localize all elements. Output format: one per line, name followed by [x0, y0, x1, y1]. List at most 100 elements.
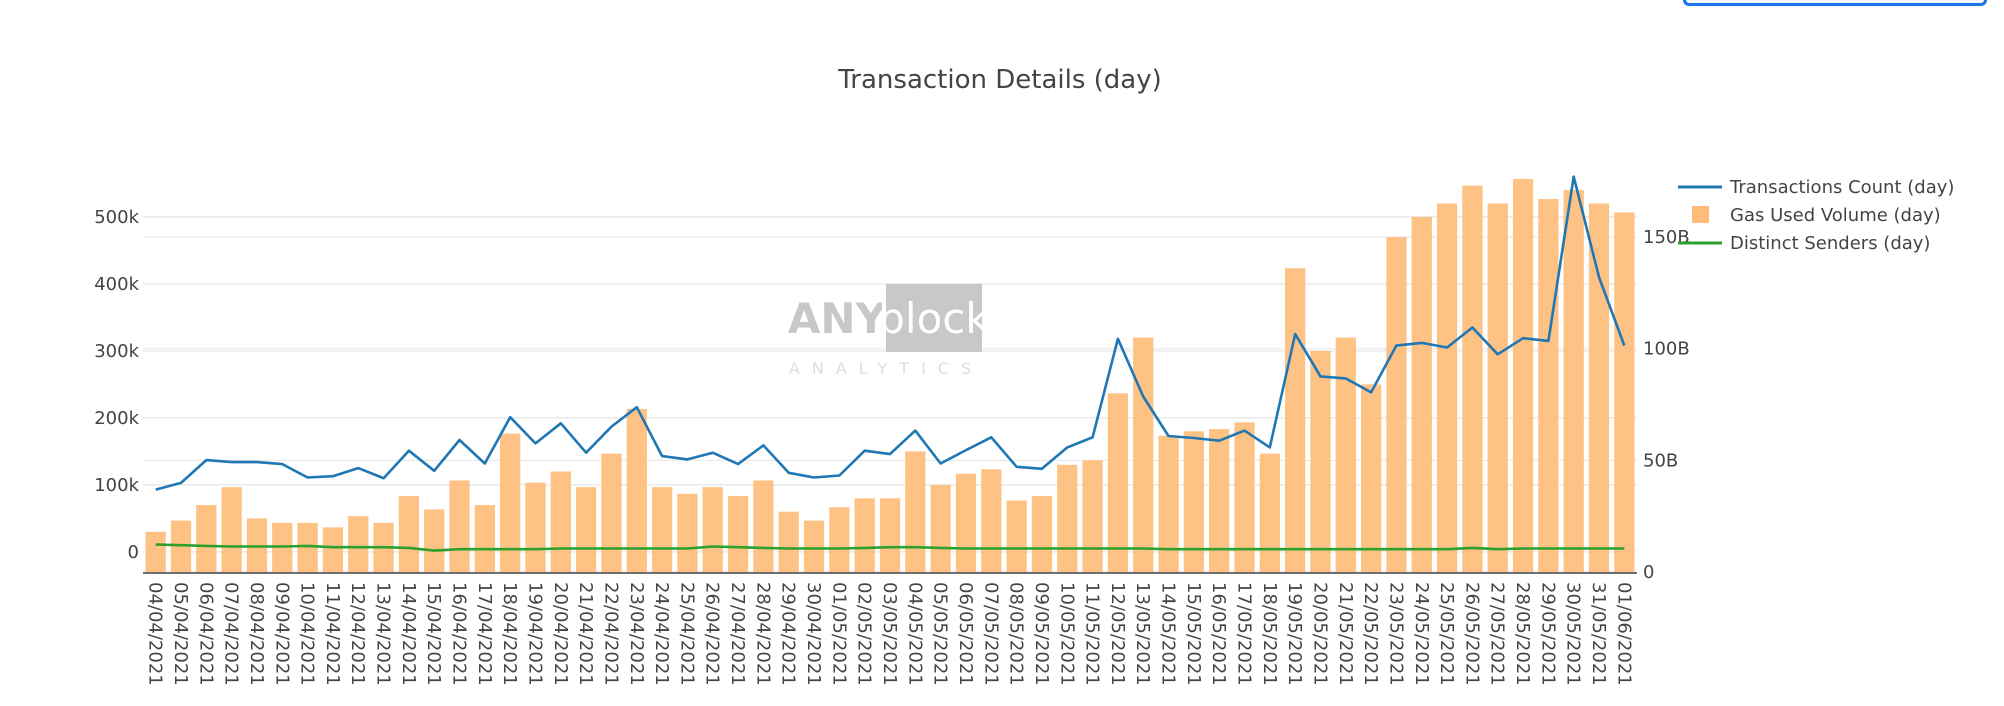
x-tick-label: 17/04/2021 [474, 582, 495, 686]
x-tick-label: 25/05/2021 [1436, 582, 1457, 686]
gas-bar-07/05/2021 [981, 469, 1002, 572]
x-tick-label: 27/05/2021 [1487, 582, 1508, 686]
x-tick-label: 10/05/2021 [1056, 582, 1077, 686]
gas-bar-08/05/2021 [1006, 500, 1027, 572]
left-tick-label: 200k [94, 408, 139, 429]
gas-bar-07/04/2021 [221, 487, 242, 572]
gas-bar-23/05/2021 [1386, 237, 1407, 572]
gas-bar-06/05/2021 [955, 473, 977, 572]
x-tick-label: 02/05/2021 [854, 582, 875, 686]
x-tick-label: 07/04/2021 [221, 582, 242, 686]
series-lines [155, 175, 1626, 552]
watermark-box [886, 284, 982, 352]
anyblock-watermark: ANY block ANALYTICS [788, 284, 990, 378]
gas-bar-18/04/2021 [500, 433, 521, 572]
gas-bar-15/05/2021 [1183, 431, 1204, 572]
gas-bar-31/05/2021 [1588, 203, 1610, 572]
gas-bar-11/05/2021 [1082, 460, 1103, 572]
gas-bar-27/05/2021 [1487, 203, 1508, 572]
x-tick-label: 20/05/2021 [1309, 582, 1330, 686]
legend[interactable]: Transactions Count (day) Gas Used Volume … [1678, 177, 1954, 254]
gas-bar-24/04/2021 [651, 487, 673, 572]
gas-bar-04/04/2021 [145, 531, 166, 572]
x-tick-label: 25/04/2021 [676, 582, 697, 686]
gas-bar-25/05/2021 [1436, 203, 1458, 572]
left-tick-label: 0 [128, 542, 139, 563]
gas-bar-06/04/2021 [196, 505, 217, 572]
watermark-brand-left: ANY [788, 294, 887, 343]
gas-bar-29/04/2021 [778, 511, 799, 572]
x-tick-label: 21/04/2021 [575, 582, 596, 686]
x-tick-label: 24/05/2021 [1411, 582, 1432, 686]
x-tick-label: 29/05/2021 [1537, 582, 1558, 686]
x-axis: 04/04/2021 05/04/2021 06/04/2021 07/04/2021… [143, 572, 1637, 686]
gas-bar-04/05/2021 [905, 451, 926, 572]
gas-bar-10/05/2021 [1057, 464, 1078, 572]
gas-bar-18/05/2021 [1259, 453, 1280, 572]
legend-label-2: Distinct Senders (day) [1730, 233, 1930, 254]
series-line-2 [155, 543, 1625, 552]
chart-title: Transaction Details (day) [837, 65, 1162, 95]
left-tick-label: 100k [94, 475, 139, 496]
x-tick-label: 07/05/2021 [980, 582, 1001, 686]
x-tick-label: 16/04/2021 [449, 582, 470, 686]
x-tick-label: 24/04/2021 [651, 582, 672, 686]
gas-bar-22/04/2021 [601, 453, 622, 572]
gas-bar-20/05/2021 [1310, 350, 1331, 572]
left-y-axis: 0 100k 200k 300k 400k 500k [94, 207, 139, 563]
x-tick-label: 06/04/2021 [195, 582, 216, 686]
right-tick-label: 0 [1643, 562, 1654, 583]
x-tick-label: 17/05/2021 [1234, 582, 1255, 686]
gas-bar-30/05/2021 [1563, 190, 1584, 572]
gas-bar-28/04/2021 [753, 480, 774, 572]
x-tick-label: 19/05/2021 [1284, 582, 1305, 686]
x-tick-label: 19/04/2021 [524, 582, 545, 686]
x-tick-label: 23/05/2021 [1385, 582, 1406, 686]
gas-bar-10/04/2021 [297, 522, 318, 572]
x-tick-label: 11/05/2021 [1082, 582, 1103, 686]
gas-bar-03/05/2021 [879, 498, 901, 572]
gas-bar-28/05/2021 [1512, 178, 1534, 572]
gas-bar-01/06/2021 [1614, 212, 1635, 572]
legend-swatch-gas [1692, 206, 1709, 223]
x-tick-label: 06/05/2021 [955, 582, 976, 686]
watermark-brand-right: block [878, 294, 990, 343]
gas-bar-21/05/2021 [1335, 337, 1356, 572]
x-tick-label: 20/04/2021 [550, 582, 571, 686]
right-tick-label: 100B [1643, 339, 1690, 360]
gas-bar-09/05/2021 [1031, 496, 1053, 572]
gas-bar-24/05/2021 [1411, 216, 1432, 572]
x-tick-label: 09/05/2021 [1031, 582, 1052, 686]
gas-bar-15/04/2021 [424, 509, 445, 572]
gas-bar-05/05/2021 [930, 484, 951, 572]
top-bar-button[interactable] [1683, 0, 1987, 6]
x-tick-label: 26/05/2021 [1461, 582, 1482, 686]
gas-bar-13/05/2021 [1133, 337, 1154, 572]
gas-bar-29/05/2021 [1538, 199, 1559, 573]
gas-bar-19/05/2021 [1285, 268, 1306, 572]
x-tick-label: 22/04/2021 [600, 582, 621, 686]
gas-bar-16/05/2021 [1209, 429, 1230, 572]
legend-label-0: Transactions Count (day) [1729, 177, 1954, 198]
gas-bar-26/05/2021 [1462, 185, 1483, 572]
gas-bar-26/04/2021 [702, 487, 723, 572]
x-tick-label: 04/05/2021 [904, 582, 925, 686]
x-tick-label: 27/04/2021 [727, 582, 748, 686]
x-tick-label: 05/04/2021 [170, 582, 191, 686]
x-tick-label: 18/05/2021 [1259, 582, 1280, 686]
gas-bar-02/05/2021 [854, 498, 875, 572]
x-tick-label: 13/05/2021 [1132, 582, 1153, 686]
right-y-axis: 0 50B 100B 150B [1643, 227, 1690, 583]
x-tick-label: 12/05/2021 [1107, 582, 1128, 686]
gas-bar-01/05/2021 [829, 507, 850, 572]
x-tick-label: 08/04/2021 [246, 582, 267, 686]
left-tick-label: 300k [94, 341, 139, 362]
x-tick-label: 16/05/2021 [1208, 582, 1229, 686]
gas-bar-22/05/2021 [1360, 384, 1382, 572]
x-tick-label: 01/06/2021 [1613, 582, 1634, 686]
right-tick-label: 50B [1643, 450, 1678, 471]
watermark-sub: ANALYTICS [789, 359, 983, 378]
series-line-0 [155, 175, 1626, 491]
left-tick-label: 400k [94, 274, 139, 295]
x-tick-label: 14/04/2021 [398, 582, 419, 686]
